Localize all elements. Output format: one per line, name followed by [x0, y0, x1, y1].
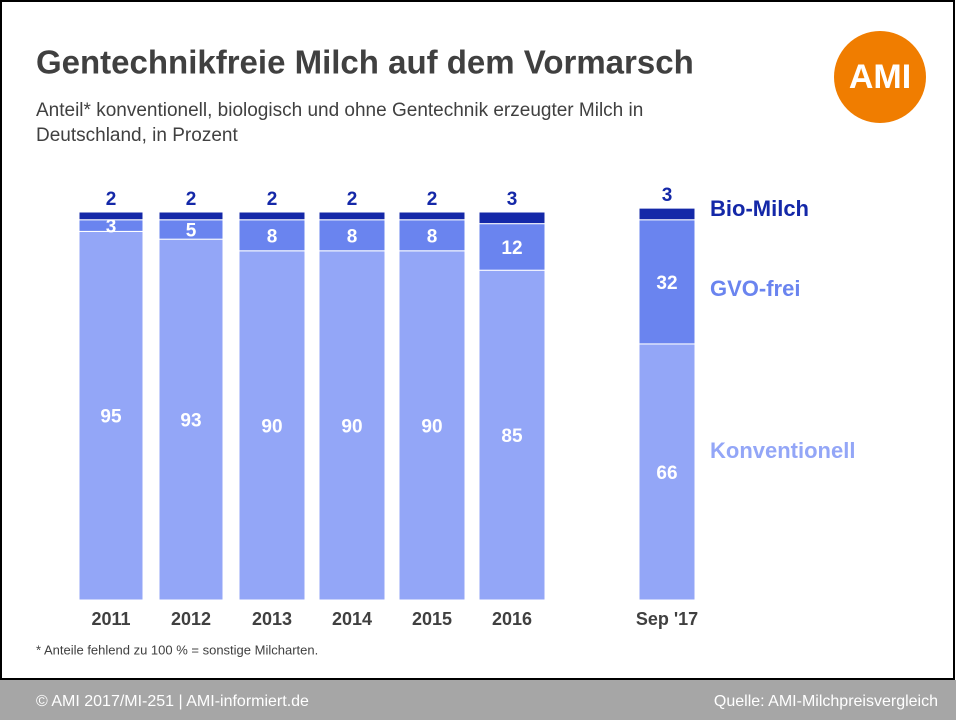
subtitle: Anteil* konventionell, biologisch und oh… [36, 100, 643, 121]
value-label: 8 [267, 226, 278, 247]
value-label: 3 [507, 189, 518, 210]
value-label: 2 [427, 189, 438, 210]
value-label: 93 [180, 411, 201, 432]
value-label: 2 [267, 189, 278, 210]
x-tick-label: 2015 [412, 609, 452, 629]
value-label: 5 [186, 220, 197, 241]
x-tick-label: 2013 [252, 609, 292, 629]
x-tick-label: Sep '17 [636, 609, 698, 629]
value-label: 95 [100, 407, 122, 428]
bar-segment [399, 212, 465, 220]
value-label: 2 [106, 189, 117, 210]
x-tick-label: 2011 [91, 609, 130, 629]
legend-label: Bio-Milch [710, 196, 809, 221]
value-label: 3 [662, 185, 673, 206]
footer-right: Quelle: AMI-Milchpreisvergleich [714, 693, 938, 710]
bar-segment [239, 212, 305, 220]
value-label: 12 [501, 238, 522, 259]
logo-text: AMI [849, 58, 911, 96]
bar-segment [319, 212, 385, 220]
value-label: 90 [421, 416, 442, 437]
chart: Gentechnikfreie Milch auf dem Vormarsch … [0, 0, 956, 720]
value-label: 8 [347, 226, 358, 247]
bar-segment [79, 212, 143, 220]
footer-left: © AMI 2017/MI-251 | AMI-informiert.de [36, 693, 309, 710]
subtitle: Deutschland, in Prozent [36, 125, 238, 146]
legend-label: GVO-frei [710, 276, 800, 301]
x-tick-label: 2016 [492, 609, 532, 629]
value-label: 85 [501, 426, 523, 447]
value-label: 32 [656, 273, 677, 294]
value-label: 66 [656, 463, 677, 484]
footnote: * Anteile fehlend zu 100 % = sonstige Mi… [36, 642, 318, 657]
value-label: 2 [347, 189, 358, 210]
value-label: 90 [261, 416, 282, 437]
value-label: 8 [427, 226, 438, 247]
bar-segment [479, 212, 545, 224]
chart-title: Gentechnikfreie Milch auf dem Vormarsch [36, 44, 694, 81]
legend-label: Konventionell [710, 438, 855, 463]
x-tick-label: 2014 [332, 609, 372, 629]
value-label: 2 [186, 189, 197, 210]
bar-segment [159, 212, 223, 220]
bar-segment [639, 208, 695, 220]
x-tick-label: 2012 [171, 609, 211, 629]
value-label: 90 [341, 416, 362, 437]
page: {"chart_data": {"type": "stacked-bar", "… [0, 0, 956, 720]
